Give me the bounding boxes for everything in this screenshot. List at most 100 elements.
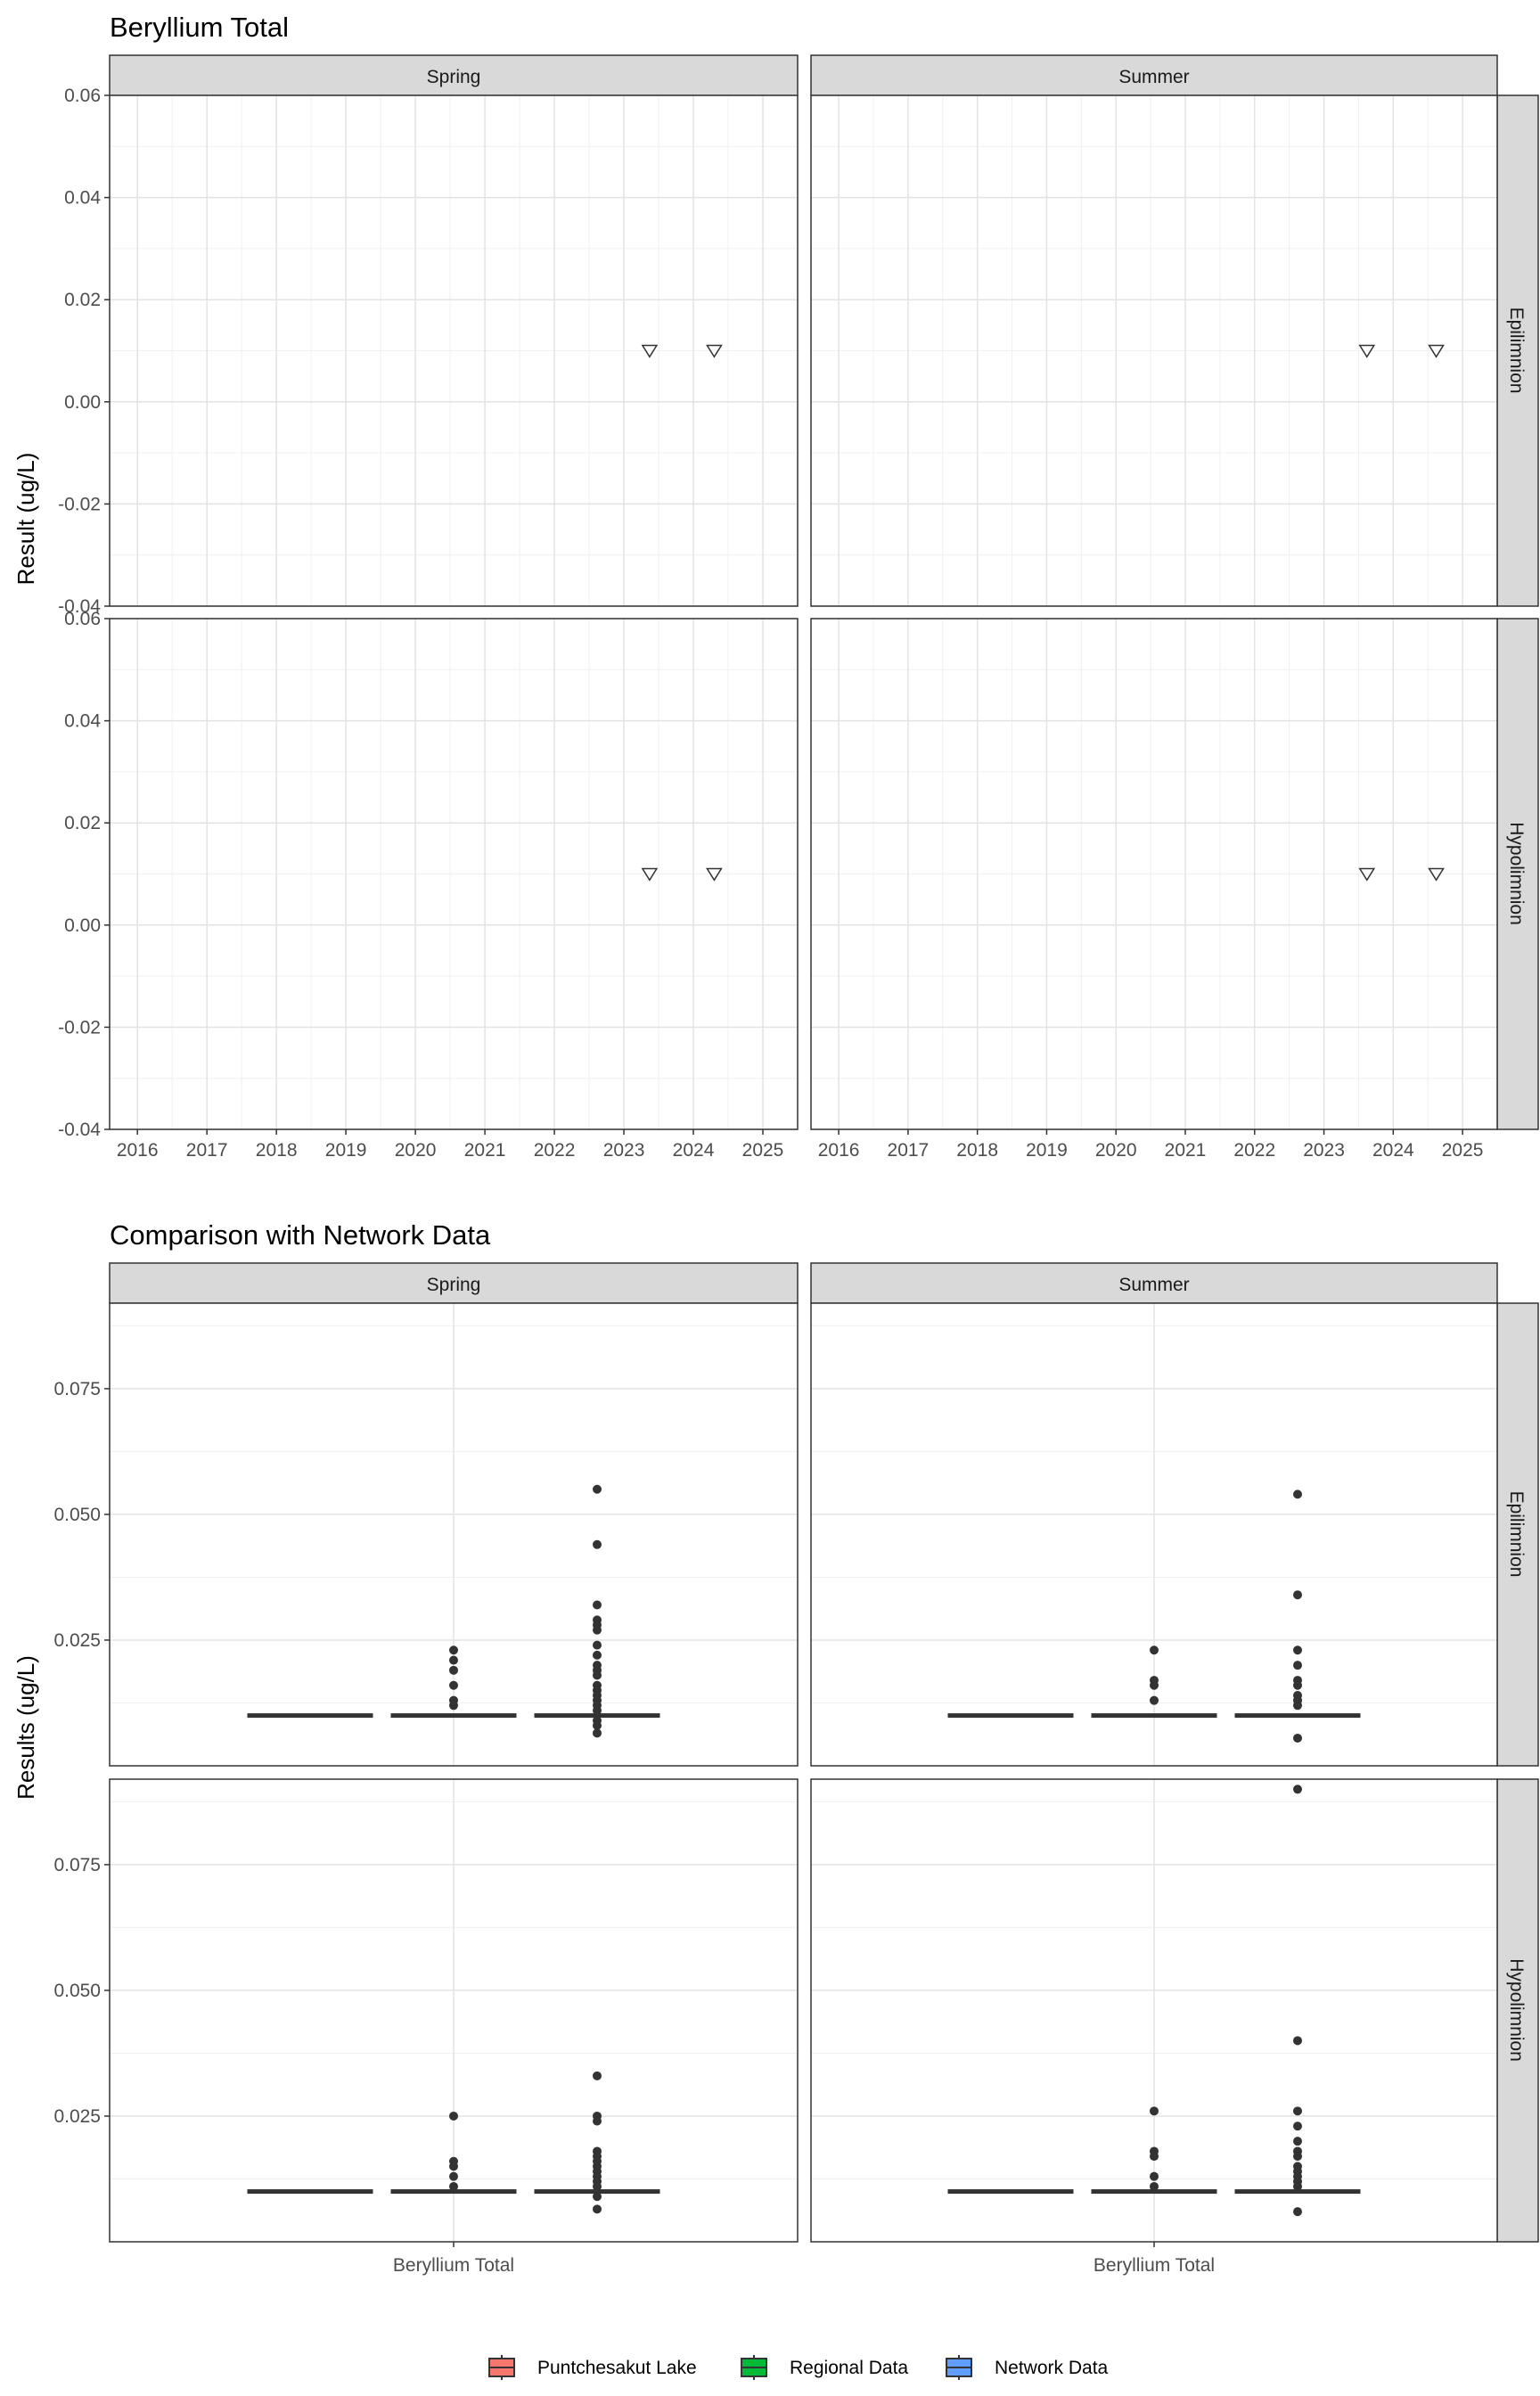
data-point-triangle (706, 867, 723, 882)
outlier-point (449, 1655, 458, 1665)
y-tick-label: 0.00 (64, 915, 101, 936)
legend-label-network: Network Data (995, 2358, 1109, 2378)
x-tick-label: 2022 (1233, 1140, 1275, 1161)
outlier-point (449, 2181, 458, 2191)
outlier-point (449, 1665, 458, 1675)
y-tick-label: 0.06 (64, 86, 101, 106)
x-tick-label: 2023 (1303, 1140, 1345, 1161)
y-tick-label: -0.04 (58, 596, 101, 617)
outlier-point (593, 1720, 602, 1730)
outlier-point (449, 1645, 458, 1655)
strip-top-summer-label: Summer (1118, 67, 1189, 87)
top-y-axis-label: Result (ug/L) (12, 453, 39, 586)
outlier-point (1293, 2137, 1302, 2146)
x-tick-label: 2017 (186, 1140, 228, 1161)
top-panel-border (810, 618, 1498, 1130)
outlier-point (1150, 2106, 1159, 2116)
outlier-point (593, 1650, 602, 1660)
outlier-point (593, 1705, 602, 1715)
strip-top-epilimnion (1496, 94, 1539, 607)
outlier-point (1293, 1590, 1302, 1600)
top-panel-border (109, 618, 799, 1130)
outlier-point (1293, 2106, 1302, 2116)
outlier-point (1293, 2207, 1302, 2217)
strip-top-spring (109, 54, 799, 96)
strip-top-epilimnion-label: Epilimnion (1506, 308, 1527, 394)
y-tick-label: -0.02 (58, 494, 101, 514)
outlier-point (1293, 2152, 1302, 2162)
outlier-point (593, 1484, 602, 1494)
x-tick-label: 2024 (673, 1140, 715, 1161)
data-point-triangle (641, 867, 659, 882)
x-tick-label: 2020 (1095, 1140, 1137, 1161)
y-tick-label: 0.04 (64, 188, 101, 209)
x-tick-label: 2018 (256, 1140, 298, 1161)
outlier-point (593, 1670, 602, 1680)
bottom-panel-border (810, 1302, 1498, 1767)
outlier-point (1293, 1645, 1302, 1655)
y-tick-label: -0.04 (58, 1120, 101, 1140)
y-tick-label: 0.075 (53, 1855, 101, 1875)
strip-bottom-epilimnion-label: Epilimnion (1506, 1491, 1527, 1578)
bottom-y-axis-label: Results (ug/L) (12, 1655, 39, 1800)
legend-item-puntchesakut: Puntchesakut Lake (488, 2355, 697, 2380)
outlier-point (1293, 1680, 1302, 1690)
y-tick-label: 0.050 (53, 1505, 101, 1525)
x-tick-label: 2025 (742, 1140, 784, 1161)
y-tick-label: 0.02 (64, 290, 101, 310)
legend-item-regional: Regional Data (741, 2355, 908, 2380)
outlier-point (1293, 2121, 1302, 2131)
outlier-point (593, 1625, 602, 1635)
outlier-point (593, 1640, 602, 1650)
x-tick-label: 2023 (603, 1140, 645, 1161)
data-point-triangle (1428, 344, 1445, 358)
outlier-point (1150, 2171, 1159, 2181)
outlier-point (1293, 1489, 1302, 1499)
strip-bottom-hypolimnion-label: Hypolimnion (1506, 1958, 1527, 2062)
bottom-x-category-spring: Beryllium Total (393, 2255, 514, 2276)
outlier-point (1293, 1785, 1302, 1794)
legend-label-regional: Regional Data (790, 2358, 908, 2378)
outlier-point (1150, 1680, 1159, 1690)
strip-bottom-epilimnion (1496, 1302, 1539, 1767)
outlier-point (1293, 1661, 1302, 1670)
outlier-point (449, 2171, 458, 2181)
data-point-triangle (1428, 867, 1445, 882)
outlier-point (593, 2071, 602, 2080)
outlier-point (593, 2204, 602, 2214)
legend: Puntchesakut Lake Regional Data Network … (488, 2355, 1109, 2380)
x-tick-label: 2021 (1165, 1140, 1207, 1161)
outlier-point (1150, 1645, 1159, 1655)
bottom-panel-border (109, 1302, 799, 1767)
outlier-point (449, 1701, 458, 1711)
strip-top-hypolimnion (1496, 618, 1539, 1130)
x-tick-label: 2025 (1442, 1140, 1484, 1161)
y-tick-label: 0.04 (64, 711, 101, 732)
strip-top-hypolimnion-label: Hypolimnion (1506, 822, 1527, 925)
y-tick-label: 0.02 (64, 813, 101, 833)
bottom-chart-title: Comparison with Network Data (110, 1219, 491, 1251)
outlier-point (1150, 2152, 1159, 2162)
outlier-point (449, 2162, 458, 2171)
outlier-point (1150, 1695, 1159, 1705)
bottom-x-category-summer: Beryllium Total (1094, 2255, 1215, 2276)
x-tick-label: 2021 (464, 1140, 506, 1161)
x-tick-label: 2017 (888, 1140, 930, 1161)
top-chart-title: Beryllium Total (110, 12, 289, 43)
data-point-triangle (706, 344, 723, 358)
strip-bottom-summer (810, 1262, 1498, 1304)
x-tick-label: 2018 (956, 1140, 998, 1161)
x-tick-label: 2016 (818, 1140, 860, 1161)
outlier-point (593, 2192, 602, 2202)
panels-layer: -0.04-0.020.000.020.040.06-0.04-0.020.00… (53, 86, 1498, 2247)
data-point-triangle (1358, 344, 1376, 358)
data-point-triangle (641, 344, 659, 358)
legend-label-puntchesakut: Puntchesakut Lake (537, 2358, 697, 2378)
strip-bottom-summer-label: Summer (1118, 1275, 1189, 1295)
legend-item-network: Network Data (946, 2355, 1109, 2380)
outlier-point (1293, 2181, 1302, 2191)
y-tick-label: 0.06 (64, 609, 101, 629)
outlier-point (593, 2181, 602, 2191)
outlier-point (449, 2111, 458, 2121)
